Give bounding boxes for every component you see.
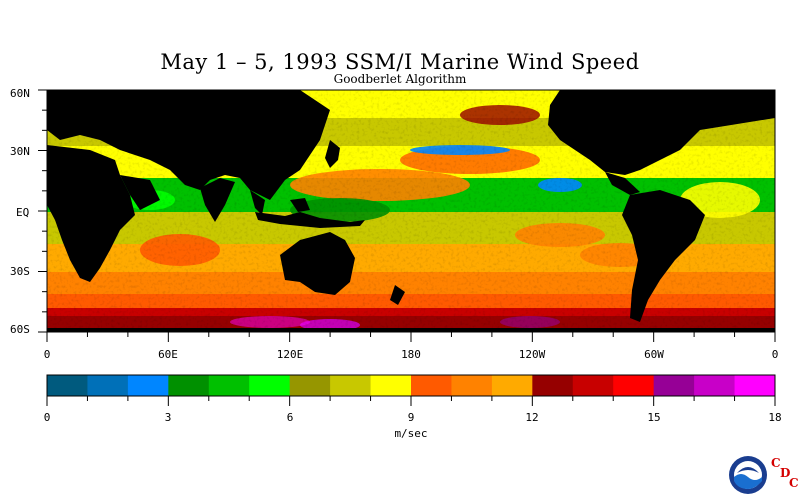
cdc-letter-3: C	[789, 476, 799, 490]
colorbar-swatch	[370, 375, 412, 396]
land-masses	[47, 90, 775, 332]
colorbar-swatch	[694, 375, 736, 396]
colorbar-tick-3: 3	[165, 411, 172, 424]
noaa-logo-text: NOAA	[741, 463, 756, 469]
map-title: May 1 – 5, 1993 SSM/I Marine Wind Speed	[160, 50, 640, 74]
colorbar-swatch	[127, 375, 169, 396]
colorbar-swatch	[572, 375, 614, 396]
lat-label-30s: 30S	[10, 265, 30, 278]
colorbar-unit: m/sec	[394, 427, 427, 440]
colorbar-swatch	[87, 375, 129, 396]
colorbar-swatch	[330, 375, 372, 396]
colorbar-swatch	[734, 375, 776, 396]
lon-label-180: 180	[401, 348, 421, 361]
lon-label-0-end: 0	[772, 348, 779, 361]
colorbar-swatch	[532, 375, 574, 396]
lon-axis: 0 60E 120E 180 120W 60W 0	[44, 348, 779, 361]
lat-label-60n: 60N	[10, 87, 30, 100]
colorbar-swatch	[168, 375, 210, 396]
ocean-field	[47, 90, 775, 332]
lat-label-60s: 60S	[10, 323, 30, 336]
colorbar-swatch	[47, 375, 88, 396]
lon-label-60w: 60W	[644, 348, 664, 361]
colorbar-tick-15: 15	[647, 411, 660, 424]
lon-label-60e: 60E	[158, 348, 178, 361]
colorbar-ticks: 0 3 6 9 12 15 18	[44, 411, 782, 424]
colorbar-tick-0: 0	[44, 411, 51, 424]
lat-axis: 60N 30N EQ 30S 60S	[10, 87, 30, 336]
lon-label-120e: 120E	[277, 348, 304, 361]
lat-label-30n: 30N	[10, 145, 30, 158]
colorbar-swatch	[289, 375, 331, 396]
colorbar-swatch	[249, 375, 291, 396]
cdc-letter-1: C	[771, 456, 781, 470]
cdc-letter-2: D	[780, 466, 791, 480]
colorbar-tick-9: 9	[408, 411, 415, 424]
lon-label-120w: 120W	[519, 348, 546, 361]
colorbar-swatch	[491, 375, 533, 396]
colorbar-swatch	[451, 375, 493, 396]
colorbar-frame	[46, 374, 776, 397]
lon-label-0: 0	[44, 348, 51, 361]
colorbar-swatch	[208, 375, 250, 396]
colorbar	[46, 375, 776, 406]
colorbar-tick-18: 18	[768, 411, 781, 424]
colorbar-swatch	[653, 375, 695, 396]
colorbar-tick-12: 12	[525, 411, 538, 424]
colorbar-tick-6: 6	[287, 411, 294, 424]
colorbar-swatch	[613, 375, 655, 396]
noaa-logo-icon: NOAA	[729, 456, 767, 494]
colorbar-swatch	[411, 375, 452, 396]
lat-label-eq: EQ	[16, 206, 29, 219]
map-subtitle: Goodberlet Algorithm	[333, 72, 467, 86]
